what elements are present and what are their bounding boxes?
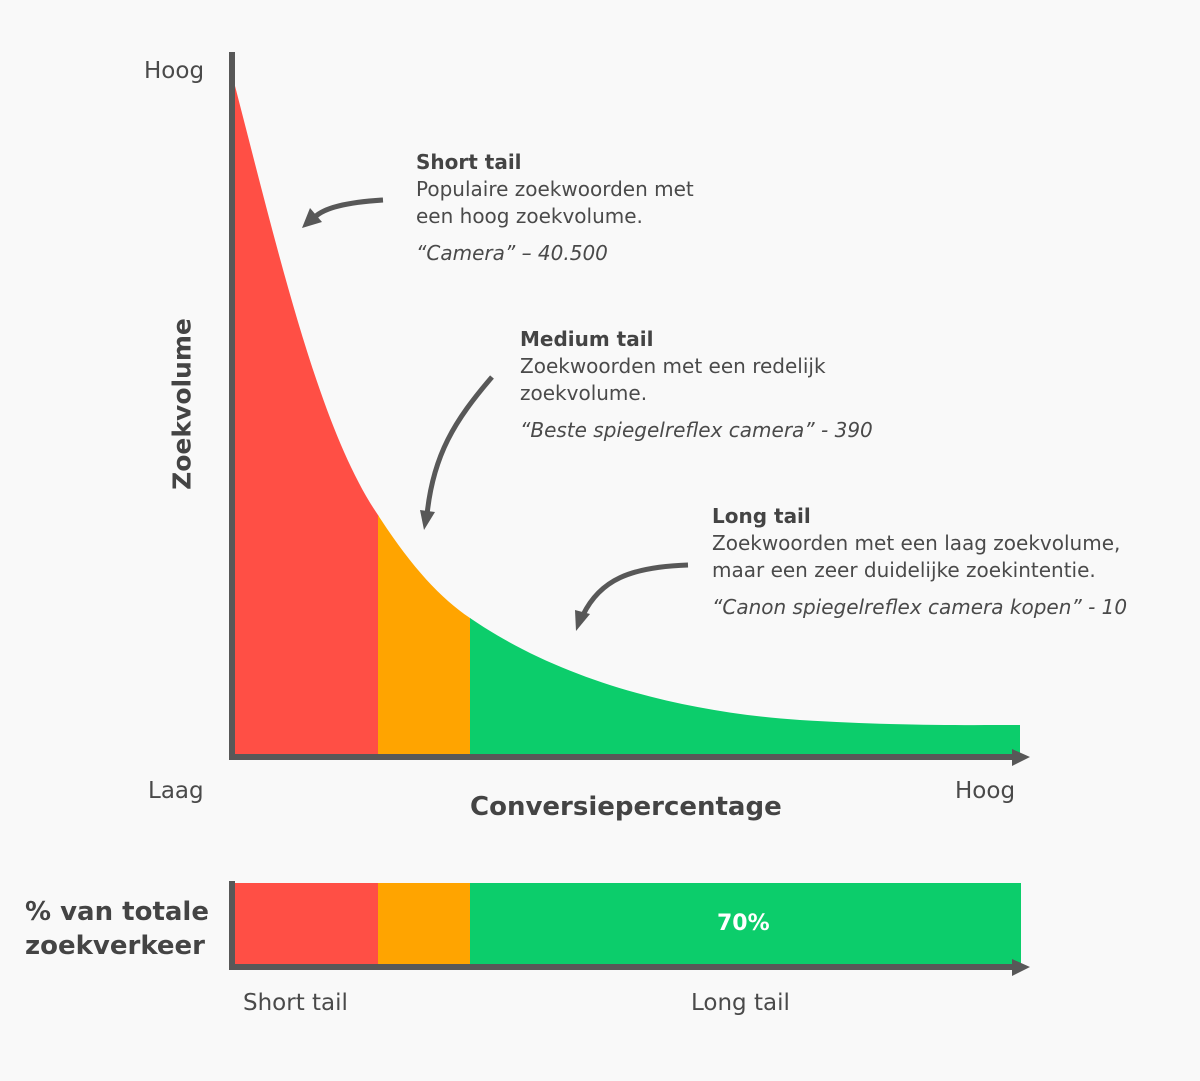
y-axis-high-label: Hoog <box>144 58 205 84</box>
annotation-example: “Camera” – 40.500 <box>416 241 608 265</box>
annotation-description: Populaire zoekwoorden met <box>416 177 694 201</box>
short-tail-caption: Short tail <box>243 990 348 1016</box>
annotation-example: “Beste spiegelreflex camera” - 390 <box>520 418 873 442</box>
annotation-description: zoekvolume. <box>520 381 648 405</box>
medium-tail-arrowhead-icon <box>420 510 435 530</box>
long-tail-arrowhead-icon <box>575 610 590 631</box>
x-axis-arrow-icon <box>1012 749 1030 766</box>
x-axis-low-label: Laag <box>148 778 204 804</box>
medium-tail-arrow-icon <box>424 375 494 516</box>
traffic-bar-medium <box>378 883 471 967</box>
annotation-short-tail: Short tail Populaire zoekwoorden met een… <box>416 149 694 267</box>
annotation-description: een hoog zoekvolume. <box>416 204 643 228</box>
short-tail-area <box>234 82 379 757</box>
traffic-bar-long <box>470 883 1021 967</box>
y-axis-title: Zoekvolume <box>167 318 197 490</box>
long-tail-arrow-icon <box>580 562 689 617</box>
annotation-description: Zoekwoorden met een redelijk <box>520 354 826 378</box>
traffic-bar-label-line: zoekverkeer <box>25 931 206 961</box>
annotation-example: “Canon spiegelreflex camera kopen” - 10 <box>712 595 1128 619</box>
traffic-bar-label-line: % van totale <box>25 897 209 927</box>
long-tail-caption: Long tail <box>691 990 790 1016</box>
short-tail-arrow-icon <box>313 197 384 219</box>
long-tail-percentage: 70% <box>717 911 770 936</box>
annotation-long-tail: Long tail Zoekwoorden met een laag zoekv… <box>712 503 1127 621</box>
traffic-bar-arrow-icon <box>1012 959 1030 976</box>
short-tail-arrowhead-icon <box>302 208 322 228</box>
annotation-description: Zoekwoorden met een laag zoekvolume, <box>712 531 1121 555</box>
x-axis-title: Conversiepercentage <box>470 792 782 822</box>
annotation-title: Long tail <box>712 504 811 528</box>
annotation-medium-tail: Medium tail Zoekwoorden met een redelijk… <box>520 326 873 444</box>
traffic-bar-label: % van totale zoekverkeer <box>25 895 209 963</box>
annotation-description: maar een zeer duidelijke zoekintentie. <box>712 558 1096 582</box>
traffic-bar-short <box>234 883 379 967</box>
annotation-title: Short tail <box>416 150 522 174</box>
x-axis-high-label: Hoog <box>955 778 1016 804</box>
annotation-title: Medium tail <box>520 327 654 351</box>
